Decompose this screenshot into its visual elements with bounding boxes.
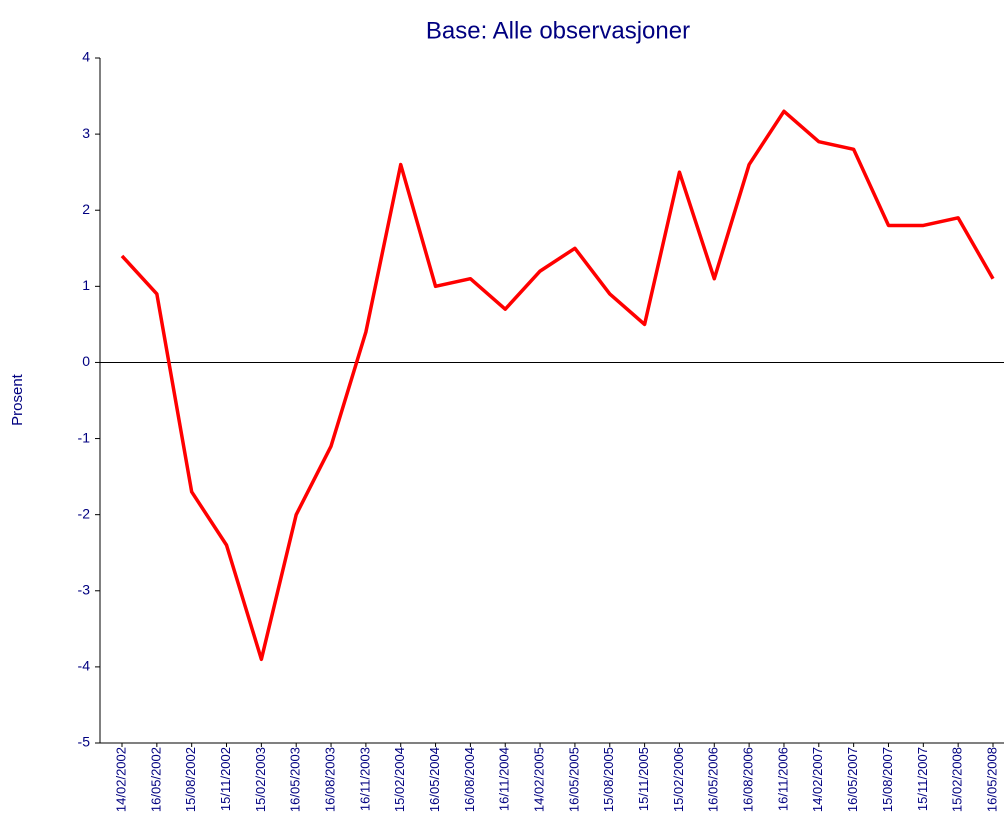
y-tick-label: 0 <box>82 353 90 369</box>
x-tick-label: 15/02/2006 <box>671 747 686 812</box>
y-tick-label: -2 <box>78 505 91 521</box>
x-tick-label: 15/08/2007 <box>880 747 895 812</box>
x-tick-label: 15/02/2003 <box>253 747 268 812</box>
x-tick-label: 15/02/2004 <box>392 747 407 812</box>
chart-title: Base: Alle observasjoner <box>426 17 690 44</box>
x-tick-label: 15/08/2002 <box>183 747 198 812</box>
y-tick-label: -3 <box>78 581 91 597</box>
x-tick-label: 16/11/2003 <box>357 747 372 811</box>
line-series <box>120 109 995 662</box>
x-tick-label: 14/02/2005 <box>532 747 547 812</box>
x-tick-label: 15/11/2005 <box>636 747 651 811</box>
y-tick-label: -1 <box>78 429 91 445</box>
x-tick-label: 16/05/2008 <box>984 747 999 812</box>
x-tick-label: 16/05/2003 <box>288 747 303 812</box>
x-tick-label: 16/08/2004 <box>462 747 477 812</box>
x-tick-label: 16/05/2002 <box>148 747 163 812</box>
x-tick-label: 15/08/2005 <box>601 747 616 812</box>
y-tick-label: -5 <box>78 734 91 750</box>
x-tick-label: 16/05/2005 <box>566 747 581 812</box>
x-tick-label: 14/02/2002 <box>113 747 128 812</box>
x-tick-label: 16/05/2007 <box>845 747 860 812</box>
x-tick-label: 15/11/2002 <box>218 747 233 811</box>
x-tick-label: 16/11/2004 <box>497 747 512 811</box>
x-tick-label: 15/02/2008 <box>950 747 965 812</box>
y-tick-label: 2 <box>82 201 90 217</box>
y-tick-label: 3 <box>82 125 90 141</box>
x-tick-label: 16/08/2006 <box>741 747 756 812</box>
x-tick-label: 16/05/2004 <box>427 747 442 812</box>
y-tick-label: 1 <box>82 277 90 293</box>
x-tick-label: 14/02/2007 <box>810 747 825 812</box>
x-tick-label: 15/11/2007 <box>915 747 930 811</box>
x-tick-label: 16/05/2006 <box>706 747 721 812</box>
y-tick-label: 4 <box>82 49 90 65</box>
y-axis-label: Prosent <box>9 373 26 426</box>
y-tick-label: -4 <box>78 658 91 674</box>
x-tick-label: 16/11/2006 <box>775 747 790 811</box>
x-tick-label: 16/08/2003 <box>322 747 337 812</box>
